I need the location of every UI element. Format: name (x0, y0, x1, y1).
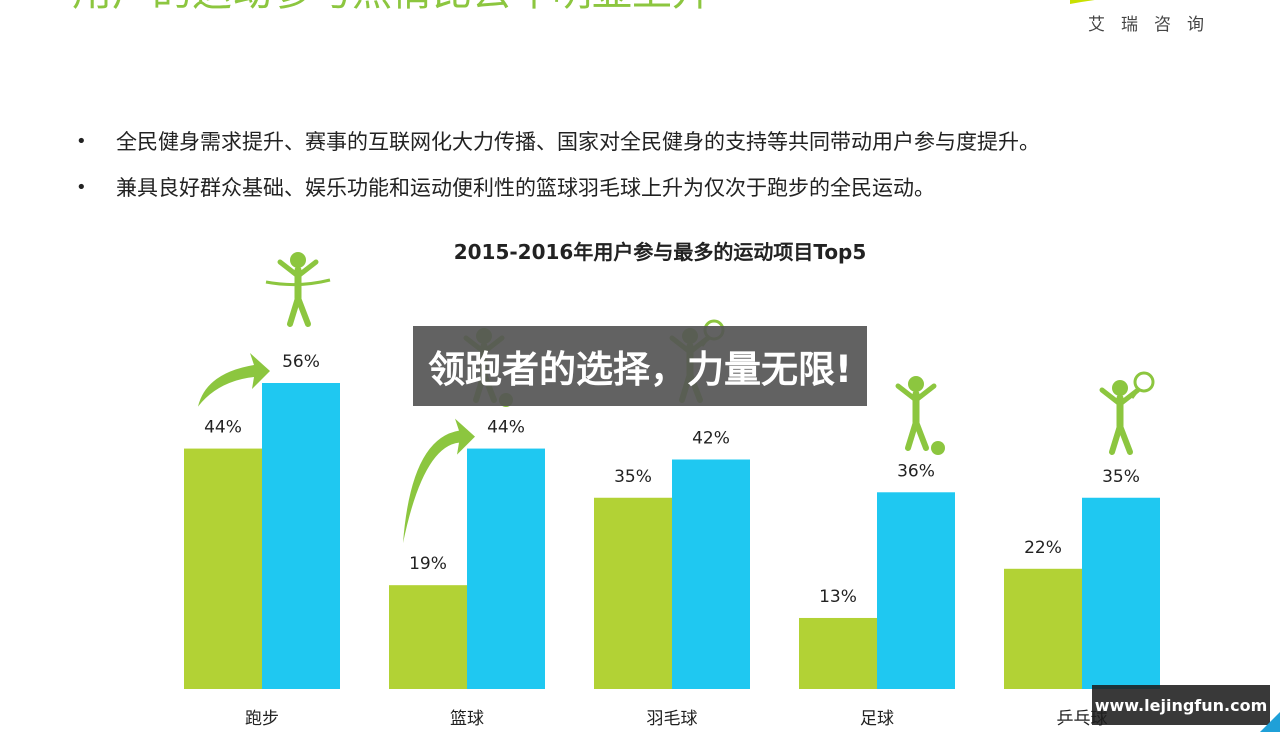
slide-title: 用户的运动参与热情比去年明显上升 (72, 0, 952, 14)
bar (1082, 497, 1160, 689)
bullet-item: • 全民健身需求提升、赛事的互联网化大力传播、国家对全民健身的支持等共同带动用户… (76, 118, 1256, 164)
bullet-item: • 兼具良好群众基础、娱乐功能和运动便利性的篮球羽毛球上升为仅次于跑步的全民运动… (76, 164, 1256, 210)
bar (184, 448, 262, 689)
data-label: 35% (1102, 467, 1140, 487)
bar (877, 492, 955, 689)
data-label: 22% (1024, 538, 1062, 558)
bar (389, 585, 467, 689)
data-label: 19% (409, 554, 447, 574)
bar (1004, 568, 1082, 689)
bar (467, 448, 545, 689)
watermark-url[interactable]: www.lejingfun.com (1092, 685, 1270, 725)
category-label: 跑步 (245, 709, 279, 729)
brand-swoosh-icon (1070, 0, 1095, 4)
bullet-list: • 全民健身需求提升、赛事的互联网化大力传播、国家对全民健身的支持等共同带动用户… (76, 118, 1256, 210)
data-label: 35% (614, 467, 652, 487)
corner-triangle-icon (1260, 712, 1280, 732)
rise-arrow-icon (403, 418, 475, 544)
bar (799, 617, 877, 689)
data-label: 13% (819, 587, 857, 607)
bar (672, 459, 750, 689)
data-label: 42% (692, 429, 730, 449)
data-label: 44% (204, 418, 242, 438)
data-label: 36% (897, 461, 935, 481)
soccer-player-icon (895, 376, 945, 455)
bullet-dot: • (76, 130, 87, 152)
bar (262, 383, 340, 689)
rise-arrow-icon (198, 353, 270, 407)
runner-finish-icon (265, 252, 331, 327)
bullet-dot: • (76, 176, 87, 198)
bullet-text: 全民健身需求提升、赛事的互联网化大力传播、国家对全民健身的支持等共同带动用户参与… (116, 130, 1040, 154)
overlay-banner: 领跑者的选择，力量无限! (413, 326, 867, 406)
data-label: 44% (487, 418, 525, 438)
bar (594, 497, 672, 689)
bullet-text: 兼具良好群众基础、娱乐功能和运动便利性的篮球羽毛球上升为仅次于跑步的全民运动。 (116, 176, 935, 200)
table-tennis-player-icon (1099, 371, 1155, 455)
category-label: 篮球 (450, 709, 484, 729)
category-label: 羽毛球 (647, 709, 698, 729)
category-label: 足球 (860, 709, 894, 729)
data-label: 56% (282, 352, 320, 372)
chart-title: 2015-2016年用户参与最多的运动项目Top5 (453, 240, 867, 264)
brand-logo-text: 艾瑞咨询 (1088, 15, 1220, 35)
